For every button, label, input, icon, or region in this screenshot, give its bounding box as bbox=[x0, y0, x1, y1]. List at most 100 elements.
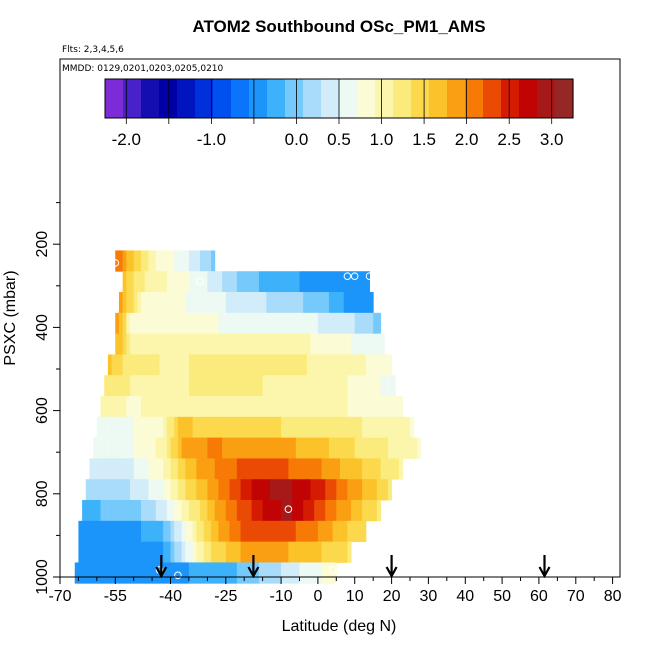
heatmap-cell bbox=[310, 312, 315, 335]
heatmap-cell bbox=[328, 520, 334, 543]
heatmap-cell bbox=[137, 312, 142, 335]
x-tick-label: -10 bbox=[270, 588, 293, 605]
heatmap-cell bbox=[185, 437, 190, 459]
heatmap-cell bbox=[159, 396, 164, 418]
heatmap-cell bbox=[225, 562, 230, 584]
heatmap-cell bbox=[351, 437, 356, 459]
x-tick-label: 40 bbox=[456, 588, 474, 605]
heatmap-cell bbox=[332, 312, 337, 335]
heatmap-cell bbox=[141, 520, 146, 543]
heatmap-cell bbox=[214, 292, 219, 314]
heatmap-cell bbox=[266, 479, 271, 501]
heatmap-cell bbox=[214, 458, 219, 480]
heatmap-cell bbox=[177, 416, 183, 439]
heatmap-cell bbox=[229, 479, 234, 501]
heatmap-cell bbox=[126, 520, 131, 543]
heatmap-cell bbox=[122, 375, 127, 397]
heatmap-cell bbox=[317, 562, 323, 584]
heatmap-cell bbox=[152, 541, 157, 563]
heatmap-cell bbox=[284, 354, 289, 376]
heatmap-cell bbox=[188, 375, 194, 397]
colorbar-segment bbox=[123, 79, 142, 118]
heatmap-cell bbox=[358, 500, 363, 522]
heatmap-cell bbox=[292, 437, 297, 459]
heatmap-cell bbox=[299, 333, 304, 355]
heatmap-cell bbox=[174, 292, 179, 314]
heatmap-cell bbox=[284, 541, 289, 563]
heatmap-cell bbox=[328, 458, 334, 480]
heatmap-cell bbox=[251, 396, 256, 418]
heatmap-cell bbox=[270, 479, 275, 501]
heatmap-cell bbox=[336, 271, 341, 293]
heatmap-cell bbox=[273, 271, 278, 293]
heatmap-cell bbox=[336, 333, 341, 355]
heatmap-cell bbox=[148, 458, 153, 480]
heatmap-cell bbox=[410, 437, 415, 459]
heatmap-cell bbox=[358, 520, 363, 543]
heatmap-cell bbox=[362, 354, 367, 376]
heatmap-cell bbox=[354, 375, 359, 397]
colorbar-tick-label: 2.5 bbox=[497, 130, 521, 149]
heatmap-cell bbox=[118, 333, 124, 355]
heatmap-cell bbox=[115, 354, 120, 376]
heatmap-cell bbox=[321, 562, 326, 584]
heatmap-cell bbox=[214, 333, 219, 355]
heatmap-cell bbox=[284, 396, 289, 418]
heatmap-cell bbox=[347, 416, 352, 439]
heatmap-cell bbox=[229, 375, 234, 397]
heatmap-cell bbox=[362, 500, 367, 522]
heatmap-cell bbox=[310, 416, 315, 439]
heatmap-cell bbox=[203, 520, 208, 543]
heatmap-cell bbox=[133, 541, 138, 563]
heatmap-cell bbox=[281, 500, 286, 522]
heatmap-cell bbox=[185, 479, 190, 501]
heatmap-cell bbox=[236, 333, 242, 355]
heatmap-cell bbox=[314, 271, 319, 293]
heatmap-cell bbox=[387, 354, 393, 376]
heatmap-cell bbox=[166, 354, 172, 376]
heatmap-cell bbox=[277, 479, 282, 501]
heatmap-cell bbox=[398, 396, 404, 418]
heatmap-cell bbox=[104, 437, 109, 459]
heatmap-cell bbox=[369, 479, 374, 501]
heatmap-cell bbox=[251, 333, 256, 355]
heatmap-cell bbox=[340, 437, 345, 459]
heatmap-cell bbox=[133, 375, 138, 397]
heatmap-cell bbox=[188, 541, 194, 563]
heatmap-cell bbox=[306, 416, 312, 439]
heatmap-cell bbox=[133, 250, 138, 272]
heatmap-cell bbox=[347, 396, 352, 418]
heatmap-cell bbox=[292, 458, 297, 480]
heatmap-cell bbox=[203, 500, 208, 522]
heatmap-cell bbox=[130, 396, 135, 418]
heatmap-cell bbox=[233, 271, 238, 293]
heatmap-cell bbox=[126, 437, 131, 459]
heatmap-cell bbox=[236, 416, 242, 439]
heatmap-cell bbox=[314, 541, 319, 563]
heatmap-cell bbox=[174, 312, 179, 335]
heatmap-cell bbox=[218, 562, 223, 584]
heatmap-cell bbox=[369, 437, 374, 459]
heatmap-cell bbox=[266, 458, 271, 480]
heatmap-cell bbox=[236, 520, 242, 543]
heatmap-cell bbox=[126, 562, 131, 584]
heatmap-cell bbox=[196, 562, 201, 584]
heatmap-cell bbox=[240, 500, 245, 522]
heatmap-cell bbox=[111, 354, 116, 376]
heatmap-cell bbox=[354, 416, 359, 439]
heatmap-cell bbox=[111, 396, 116, 418]
heatmap-cell bbox=[277, 292, 282, 314]
heatmap-cell bbox=[185, 292, 190, 314]
heatmap-cell bbox=[126, 333, 131, 355]
heatmap-cell bbox=[141, 562, 146, 584]
heatmap-cell bbox=[258, 354, 264, 376]
heatmap-cell bbox=[211, 437, 216, 459]
heatmap-cell bbox=[141, 500, 146, 522]
heatmap-cell bbox=[107, 416, 113, 439]
heatmap-cell bbox=[413, 437, 418, 459]
colorbar-tick-label: -2.0 bbox=[112, 130, 141, 149]
heatmap-cell bbox=[225, 271, 230, 293]
heatmap-cell bbox=[166, 271, 172, 293]
heatmap-cell bbox=[229, 458, 234, 480]
